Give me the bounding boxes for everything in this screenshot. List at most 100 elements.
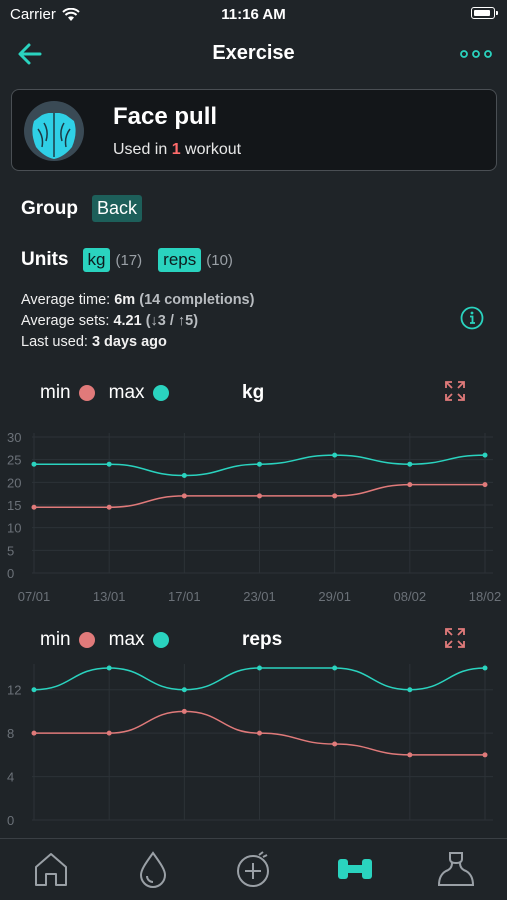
x-tick-label: 17/01 xyxy=(168,589,201,604)
unit-count-reps: (10) xyxy=(206,251,233,269)
average-time-completions: (14 completions) xyxy=(139,292,255,308)
exercise-usage: Used in 1 workout xyxy=(113,141,241,159)
status-bar: Carrier 11:16 AM xyxy=(0,0,507,28)
x-tick-label: 23/01 xyxy=(243,589,276,604)
data-point-min xyxy=(407,482,413,488)
data-point-min xyxy=(257,493,262,499)
data-point-max xyxy=(106,665,112,671)
expand-chart-kg-icon[interactable] xyxy=(444,380,466,402)
data-point-max xyxy=(482,452,488,458)
data-point-min xyxy=(332,493,338,499)
legend-min-label: min xyxy=(40,629,71,650)
usage-count: 1 xyxy=(171,141,181,158)
data-point-min xyxy=(257,730,262,736)
back-arrow-icon[interactable] xyxy=(14,38,46,70)
chart-kg: 0 5 10 15 20 25 30 07/01 13/01 17/01 23/01 29/01 08/… xyxy=(7,430,502,604)
y-tick-label: 0 xyxy=(7,813,14,828)
data-point-max xyxy=(106,461,112,467)
clock: 11:16 AM xyxy=(221,6,286,23)
data-point-max xyxy=(181,687,187,693)
last-used-value: 3 days ago xyxy=(91,334,167,350)
usage-suffix: workout xyxy=(180,141,242,158)
navigation-bar: Exercise xyxy=(0,30,507,76)
legend-min-label: min xyxy=(40,382,71,403)
y-tick-label: 10 xyxy=(7,521,21,536)
legend-min-dot xyxy=(78,632,95,648)
data-point-min xyxy=(407,752,413,758)
data-point-min xyxy=(106,504,112,510)
average-sets-row: Average sets: 4.21 (↓3 / ↑5) xyxy=(21,311,254,332)
exercise-stats: Average time: 6m (14 completions) Averag… xyxy=(21,290,254,353)
data-point-min xyxy=(482,752,488,758)
average-time-value: 6m xyxy=(114,292,136,308)
exercise-name: Face pull xyxy=(113,103,218,130)
group-label: Group xyxy=(21,197,78,219)
page-title: Exercise xyxy=(212,42,295,64)
legend-max-dot xyxy=(152,385,169,401)
chart-reps-title: reps xyxy=(242,629,283,650)
average-sets-range: (↓3 / ↑5) xyxy=(145,313,199,329)
x-tick-label: 13/01 xyxy=(93,589,126,604)
carrier-label: Carrier xyxy=(10,6,56,23)
legend-max-label: max xyxy=(108,629,145,650)
y-tick-label: 15 xyxy=(7,498,21,513)
y-tick-label: 25 xyxy=(7,453,21,468)
y-tick-label: 5 xyxy=(7,543,14,558)
chart-reps: 0 4 8 12 xyxy=(7,664,493,828)
average-time-label: Average time: xyxy=(21,292,115,308)
chart-kg-header: min max kg xyxy=(40,382,264,404)
data-point-max xyxy=(31,461,37,467)
data-point-min xyxy=(106,730,112,736)
data-point-min xyxy=(332,741,338,747)
legend-min-dot xyxy=(78,385,95,401)
water-drop-icon[interactable] xyxy=(133,849,173,889)
add-workout-icon[interactable] xyxy=(233,849,273,889)
group-row: Group Back xyxy=(21,195,143,222)
home-icon[interactable] xyxy=(31,849,71,889)
group-chip[interactable]: Back xyxy=(92,195,143,222)
last-used-label: Last used: xyxy=(21,334,92,350)
wifi-icon xyxy=(62,7,80,21)
data-point-min xyxy=(31,730,37,736)
average-sets-label: Average sets: xyxy=(21,313,114,329)
y-tick-label: 30 xyxy=(7,430,21,445)
exercises-dumbbell-icon[interactable] xyxy=(335,849,375,889)
x-tick-label: 08/02 xyxy=(394,589,427,604)
info-icon[interactable] xyxy=(460,306,484,330)
battery-icon xyxy=(471,7,498,19)
exercise-card: Face pull Used in 1 workout xyxy=(11,89,497,171)
data-point-max xyxy=(332,452,338,458)
back-muscle-icon xyxy=(24,101,84,161)
units-label: Units xyxy=(21,249,69,270)
legend-max-label: max xyxy=(108,382,145,403)
chart-kg-title: kg xyxy=(242,382,265,403)
carrier: Carrier xyxy=(10,6,80,23)
expand-chart-reps-icon[interactable] xyxy=(444,627,466,649)
average-sets-value: 4.21 xyxy=(113,313,142,329)
unit-chip-reps[interactable]: reps xyxy=(158,248,202,272)
chart-reps-header: min max reps xyxy=(40,629,282,651)
data-point-max xyxy=(31,687,37,693)
legend-max-dot xyxy=(152,632,169,648)
profile-icon[interactable] xyxy=(436,849,476,889)
units-row: Units kg (17) reps (10) xyxy=(21,248,233,272)
x-tick-label: 18/02 xyxy=(469,589,502,604)
data-point-min xyxy=(31,504,37,510)
data-point-max xyxy=(407,461,413,467)
unit-chip-kg[interactable]: kg xyxy=(82,248,111,272)
data-point-max xyxy=(257,665,262,671)
data-point-min xyxy=(482,482,488,488)
data-point-max xyxy=(482,665,488,671)
data-point-min xyxy=(181,493,187,499)
more-options-icon[interactable] xyxy=(459,44,493,64)
data-point-max xyxy=(257,461,262,467)
y-tick-label: 20 xyxy=(7,475,21,490)
usage-prefix: Used in xyxy=(113,141,172,158)
data-point-max xyxy=(332,665,338,671)
unit-count-kg: (17) xyxy=(115,251,143,269)
y-tick-label: 8 xyxy=(7,726,14,741)
data-point-min xyxy=(181,708,187,714)
y-tick-label: 0 xyxy=(7,566,14,581)
x-tick-label: 29/01 xyxy=(318,589,351,604)
data-point-max xyxy=(181,473,187,479)
